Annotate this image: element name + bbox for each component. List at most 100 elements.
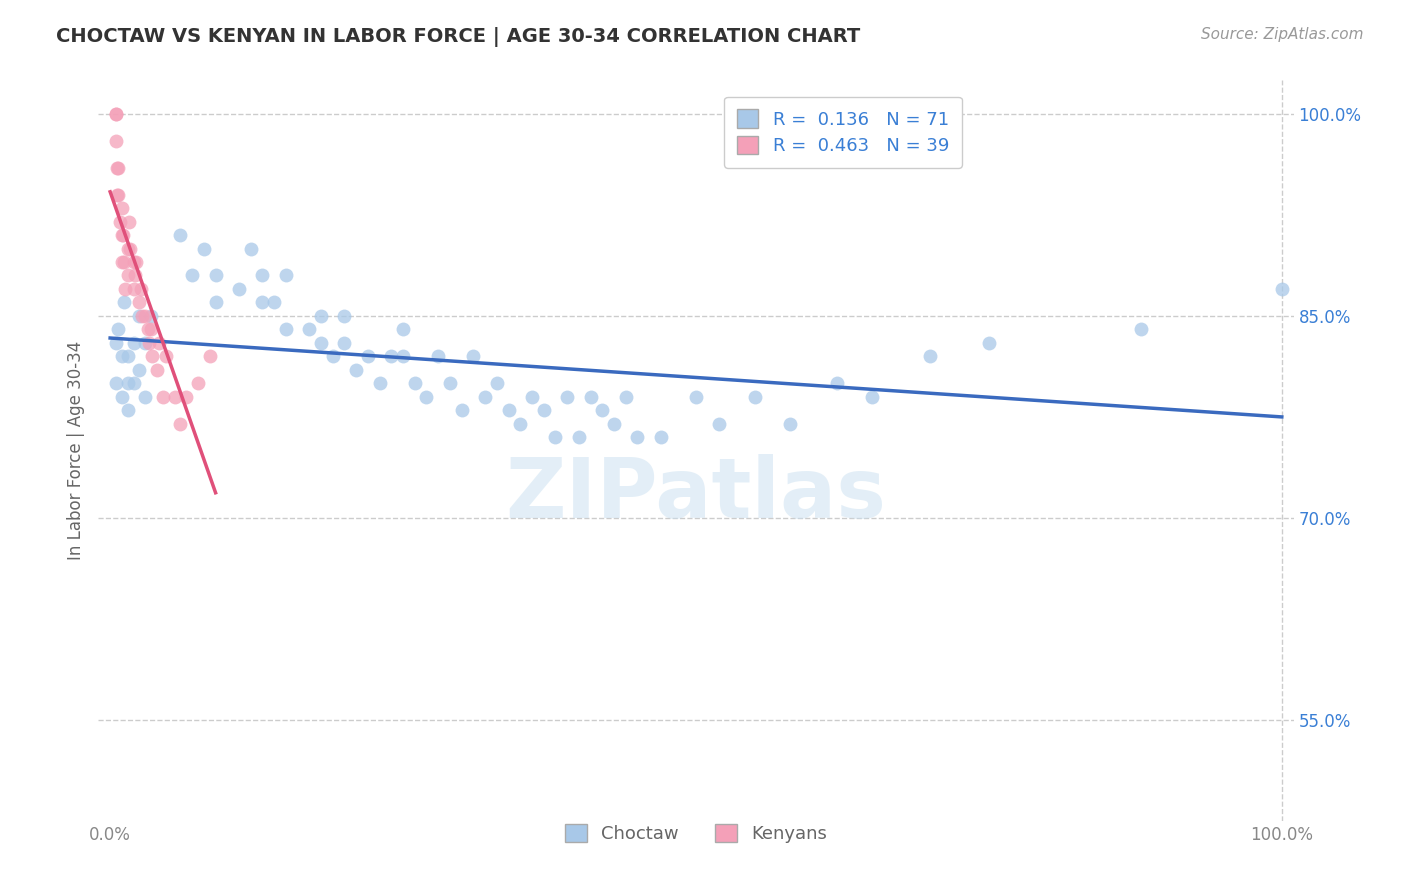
Point [204, 295, 226, 310]
Point [298, 322, 321, 336]
Point [112, 255, 135, 269]
Point [579, 390, 602, 404]
Point [309, 335, 332, 350]
Point [274, 322, 297, 336]
Point [108, 214, 131, 228]
Point [174, 390, 197, 404]
Point [977, 335, 1000, 350]
Point [333, 309, 356, 323]
Point [112, 295, 135, 310]
Point [485, 376, 508, 391]
Point [122, 335, 145, 350]
Point [239, 242, 262, 256]
Point [134, 390, 156, 404]
Point [141, 309, 163, 323]
Point [198, 349, 221, 363]
Point [112, 228, 135, 243]
Point [136, 322, 159, 336]
Point [744, 390, 766, 404]
Point [141, 349, 163, 363]
Point [128, 295, 150, 310]
Point [344, 362, 367, 376]
Point [138, 335, 160, 350]
Point [309, 309, 332, 323]
Point [124, 268, 146, 283]
Point [118, 214, 141, 228]
Point [146, 362, 169, 376]
Point [107, 187, 129, 202]
Point [105, 134, 128, 148]
Point [626, 430, 648, 444]
Point [107, 161, 129, 175]
Point [860, 390, 883, 404]
Point [568, 430, 591, 444]
Point [128, 362, 150, 376]
Point [463, 349, 485, 363]
Point [252, 295, 274, 310]
Point [128, 309, 150, 323]
Point [105, 107, 128, 121]
Point [650, 430, 672, 444]
Point [544, 430, 567, 444]
Point [120, 242, 141, 256]
Point [274, 268, 297, 283]
Point [392, 349, 415, 363]
Point [122, 376, 145, 391]
Point [404, 376, 426, 391]
Point [111, 349, 134, 363]
Point [498, 403, 520, 417]
Text: ZIPatlas: ZIPatlas [506, 454, 886, 535]
Point [107, 322, 129, 336]
Point [228, 282, 250, 296]
Point [117, 376, 139, 391]
Point [117, 349, 139, 363]
Point [555, 390, 578, 404]
Point [105, 376, 128, 391]
Point [169, 417, 191, 431]
Legend: Choctaw, Kenyans: Choctaw, Kenyans [555, 815, 837, 853]
Point [141, 322, 163, 336]
Point [709, 417, 731, 431]
Point [187, 376, 209, 391]
Point [169, 228, 191, 243]
Point [105, 107, 128, 121]
Point [122, 255, 145, 269]
Point [105, 335, 128, 350]
Point [129, 282, 152, 296]
Point [117, 268, 139, 283]
Point [825, 376, 848, 391]
Point [427, 349, 450, 363]
Point [357, 349, 380, 363]
Point [111, 255, 134, 269]
Point [163, 390, 186, 404]
Point [439, 376, 461, 391]
Point [415, 390, 437, 404]
Point [117, 242, 139, 256]
Point [380, 349, 402, 363]
Point [131, 309, 153, 323]
Text: CHOCTAW VS KENYAN IN LABOR FORCE | AGE 30-34 CORRELATION CHART: CHOCTAW VS KENYAN IN LABOR FORCE | AGE 3… [56, 27, 860, 46]
Point [685, 390, 707, 404]
Point [368, 376, 391, 391]
Point [450, 403, 472, 417]
Point [148, 335, 170, 350]
Point [392, 322, 415, 336]
Point [322, 349, 344, 363]
Point [204, 268, 226, 283]
Text: Source: ZipAtlas.com: Source: ZipAtlas.com [1201, 27, 1364, 42]
Point [125, 255, 148, 269]
Point [520, 390, 543, 404]
Point [111, 390, 134, 404]
Point [111, 201, 134, 215]
Point [117, 403, 139, 417]
Point [134, 335, 156, 350]
Point [1271, 282, 1294, 296]
Point [155, 349, 177, 363]
Point [333, 335, 356, 350]
Y-axis label: In Labor Force | Age 30-34: In Labor Force | Age 30-34 [66, 341, 84, 560]
Point [105, 161, 128, 175]
Point [152, 390, 174, 404]
Point [114, 282, 136, 296]
Point [134, 309, 156, 323]
Point [105, 187, 128, 202]
